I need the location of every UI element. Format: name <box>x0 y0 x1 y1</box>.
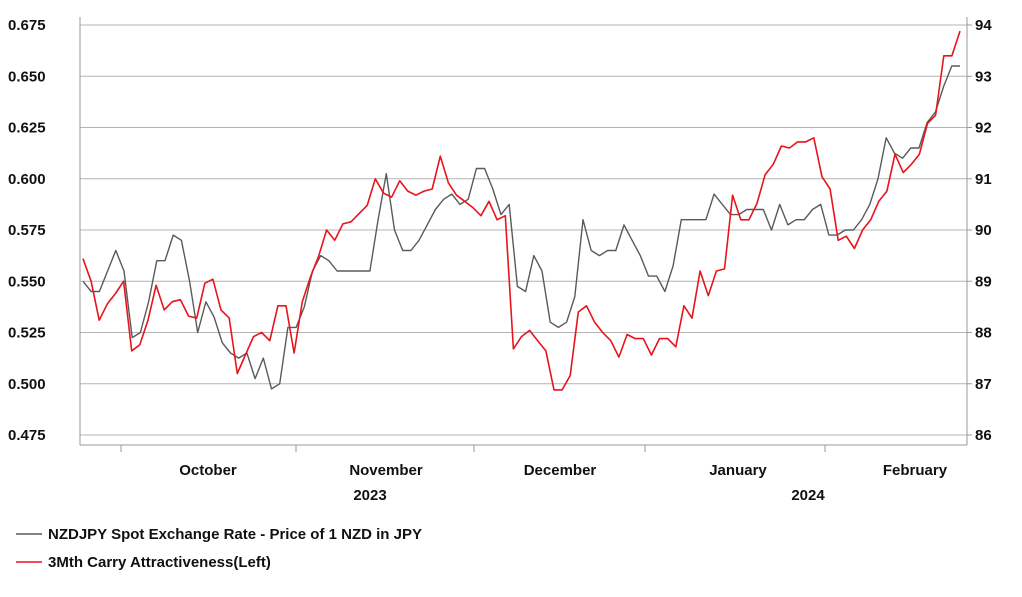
gridlines <box>80 24 967 436</box>
legend-label-carry: 3Mth Carry Attractiveness(Left) <box>48 554 271 571</box>
legend: NZDJPY Spot Exchange Rate - Price of 1 N… <box>16 526 422 571</box>
left-tick-label: 0.625 <box>8 120 46 137</box>
left-tick-label: 0.600 <box>8 171 46 188</box>
legend-label-spot: NZDJPY Spot Exchange Rate - Price of 1 N… <box>48 526 422 543</box>
month-label: January <box>709 462 767 479</box>
series-line-carry <box>82 30 961 391</box>
left-tick-label: 0.650 <box>8 68 46 85</box>
right-tick-label: 87 <box>975 376 992 393</box>
year-label: 2024 <box>791 487 825 504</box>
right-tick-label: 91 <box>975 171 992 188</box>
left-tick-label: 0.550 <box>8 273 46 290</box>
left-axis-ticks: 0.675 0.650 0.625 0.600 0.575 0.550 0.525 0.500… <box>8 17 46 444</box>
right-tick-label: 88 <box>975 325 992 342</box>
axes <box>79 17 972 452</box>
right-tick-label: 92 <box>975 120 992 137</box>
right-axis-ticks: 94 93 92 91 90 89 88 87 86 <box>975 17 992 444</box>
left-tick-label: 0.675 <box>8 17 46 34</box>
right-tick-label: 86 <box>975 427 992 444</box>
right-tick-label: 93 <box>975 68 992 85</box>
series-line-spot <box>82 65 960 390</box>
right-tick-label: 89 <box>975 273 992 290</box>
left-tick-label: 0.475 <box>8 427 46 444</box>
right-tick-label: 94 <box>975 17 992 34</box>
month-label: October <box>179 462 237 479</box>
left-tick-label: 0.575 <box>8 222 46 239</box>
month-label: November <box>349 462 423 479</box>
month-label: February <box>883 462 948 479</box>
left-tick-label: 0.500 <box>8 376 46 393</box>
month-label: December <box>524 462 597 479</box>
right-tick-label: 90 <box>975 222 992 239</box>
series-lines <box>82 30 961 391</box>
x-axis-labels: October November December January February 20… <box>179 462 948 504</box>
left-tick-label: 0.525 <box>8 325 46 342</box>
year-label: 2023 <box>353 487 386 504</box>
